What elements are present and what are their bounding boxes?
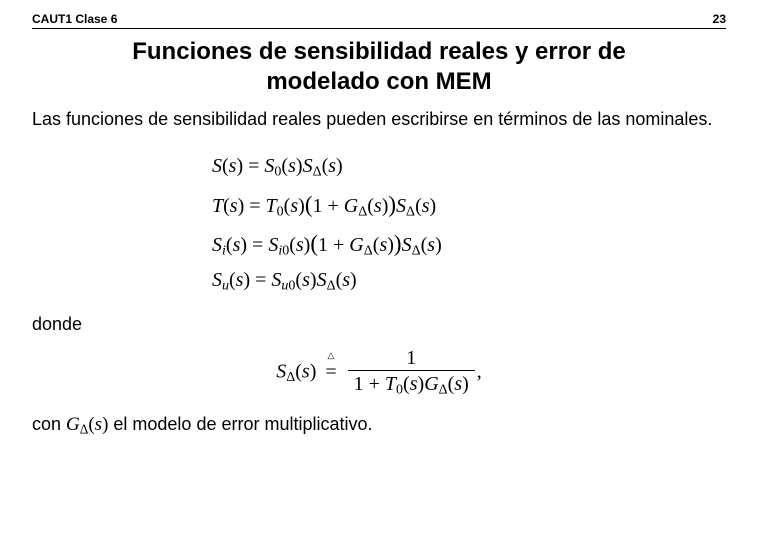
header-rule: [32, 28, 726, 29]
equation-Si: Si(s) = Si0(s)(1 + GΔ(s))SΔ(s): [212, 224, 726, 263]
equation-block: S(s) = S0(s)SΔ(s) T(s) = T0(s)(1 + GΔ(s)…: [32, 149, 726, 298]
equation-Su: Su(s) = Su0(s)SΔ(s): [212, 263, 726, 298]
intro-text: Las funciones de sensibilidad reales pue…: [32, 107, 726, 131]
footer-text: con GΔ(s) el modelo de error multiplicat…: [32, 412, 726, 438]
equation-T: T(s) = T0(s)(1 + GΔ(s))SΔ(s): [212, 185, 726, 224]
inline-GDelta: GΔ(s): [66, 414, 108, 435]
equation-S: S(s) = S0(s)SΔ(s): [212, 149, 726, 184]
slide-header: CAUT1 Clase 6 23: [32, 12, 726, 28]
header-left: CAUT1 Clase 6: [32, 12, 117, 26]
donde-text: donde: [32, 312, 726, 336]
triangle-eq-symbol: △=: [325, 361, 336, 384]
footer-prefix: con: [32, 414, 66, 434]
footer-rest: el modelo de error multiplicativo.: [108, 414, 372, 434]
header-right: 23: [713, 12, 726, 26]
equation-def: SΔ(s) △= 1 1 + T0(s)GΔ(s) ,: [32, 347, 726, 399]
title-line-2: modelado con MEM: [32, 67, 726, 97]
page-title: Funciones de sensibilidad reales y error…: [32, 37, 726, 97]
title-line-1: Funciones de sensibilidad reales y error…: [32, 37, 726, 67]
